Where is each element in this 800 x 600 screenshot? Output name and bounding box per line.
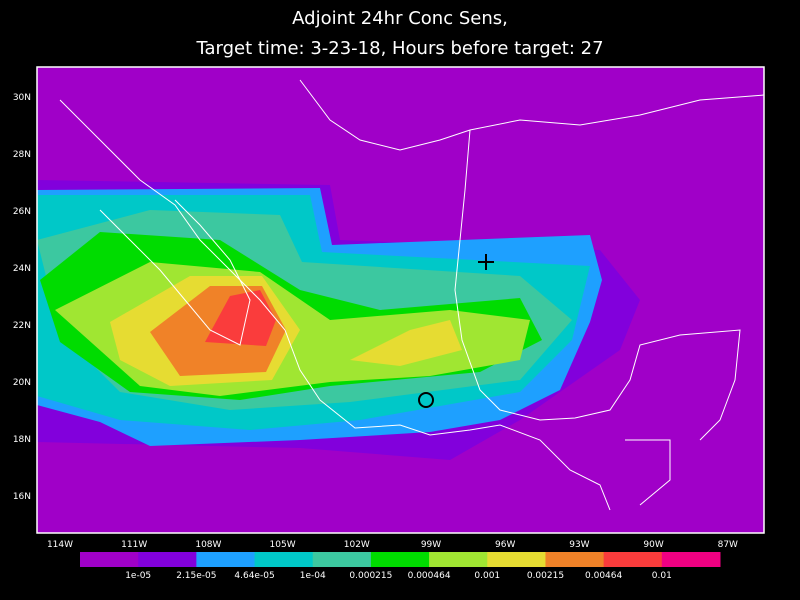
colorbar-label: 0.001 bbox=[474, 571, 500, 581]
lon-label: 99W bbox=[421, 540, 441, 550]
title-line-1: Adjoint 24hr Conc Sens, bbox=[292, 8, 508, 29]
lat-label: 18N bbox=[13, 435, 31, 445]
colorbar-swatch bbox=[487, 552, 546, 567]
contour bbox=[350, 320, 462, 366]
colorbar-label: 0.01 bbox=[652, 571, 672, 581]
colorbar: 1e-05 2.15e-05 4.64e-05 1e-04 0.000215 0.0004… bbox=[80, 552, 721, 581]
colorbar-swatch bbox=[429, 552, 488, 567]
lon-label: 96W bbox=[495, 540, 515, 550]
colorbar-label: 0.000215 bbox=[349, 571, 392, 581]
colorbar-swatch bbox=[196, 552, 256, 567]
lon-label: 102W bbox=[344, 540, 370, 550]
coastline bbox=[454, 129, 741, 441]
colorbar-swatch bbox=[138, 552, 197, 567]
map-frame bbox=[36, 66, 765, 534]
colorbar-label: 0.00464 bbox=[585, 571, 622, 581]
colorbar-label: 0.000464 bbox=[408, 571, 451, 581]
lon-label: 87W bbox=[718, 540, 738, 550]
lat-label: 28N bbox=[13, 150, 31, 160]
axis-labels: 30N 28N 26N 24N 22N 20N 18N 16N 114W 111W 108W 105W… bbox=[13, 93, 738, 550]
colorbar-swatch bbox=[312, 552, 372, 567]
lat-label: 16N bbox=[13, 492, 31, 502]
lat-label: 22N bbox=[13, 321, 31, 331]
contour bbox=[205, 290, 276, 346]
lon-label: 105W bbox=[270, 540, 296, 550]
lon-label: 93W bbox=[569, 540, 589, 550]
lat-label: 24N bbox=[13, 264, 31, 274]
lon-label: 108W bbox=[195, 540, 221, 550]
lat-label: 20N bbox=[13, 378, 31, 388]
lat-label: 30N bbox=[13, 93, 31, 103]
colorbar-label: 4.64e-05 bbox=[234, 571, 274, 581]
target-marker bbox=[478, 254, 494, 270]
border bbox=[299, 79, 471, 151]
colorbar-swatch bbox=[254, 552, 314, 567]
colorbar-swatch bbox=[661, 552, 721, 567]
coastline bbox=[469, 94, 764, 131]
colorbar-label: 2.15e-05 bbox=[176, 571, 216, 581]
colorbar-swatch bbox=[370, 552, 430, 567]
lon-label: 114W bbox=[47, 540, 73, 550]
coastlines bbox=[59, 79, 764, 511]
source-marker bbox=[418, 392, 434, 408]
coastline bbox=[99, 199, 251, 346]
colorbar-swatch bbox=[545, 552, 605, 567]
colorbar-swatch bbox=[80, 552, 139, 567]
title-line-2: Target time: 3-23-18, Hours before targe… bbox=[195, 38, 603, 59]
map-area bbox=[37, 67, 764, 533]
border bbox=[625, 439, 671, 506]
colorbar-label: 1e-05 bbox=[125, 571, 151, 581]
colorbar-label: 0.00215 bbox=[527, 571, 564, 581]
lat-label: 26N bbox=[13, 207, 31, 217]
colorbar-swatch bbox=[603, 552, 663, 567]
coastline bbox=[59, 99, 611, 511]
lon-label: 111W bbox=[121, 540, 147, 550]
colorbar-label: 1e-04 bbox=[300, 571, 326, 581]
lon-label: 90W bbox=[643, 540, 663, 550]
